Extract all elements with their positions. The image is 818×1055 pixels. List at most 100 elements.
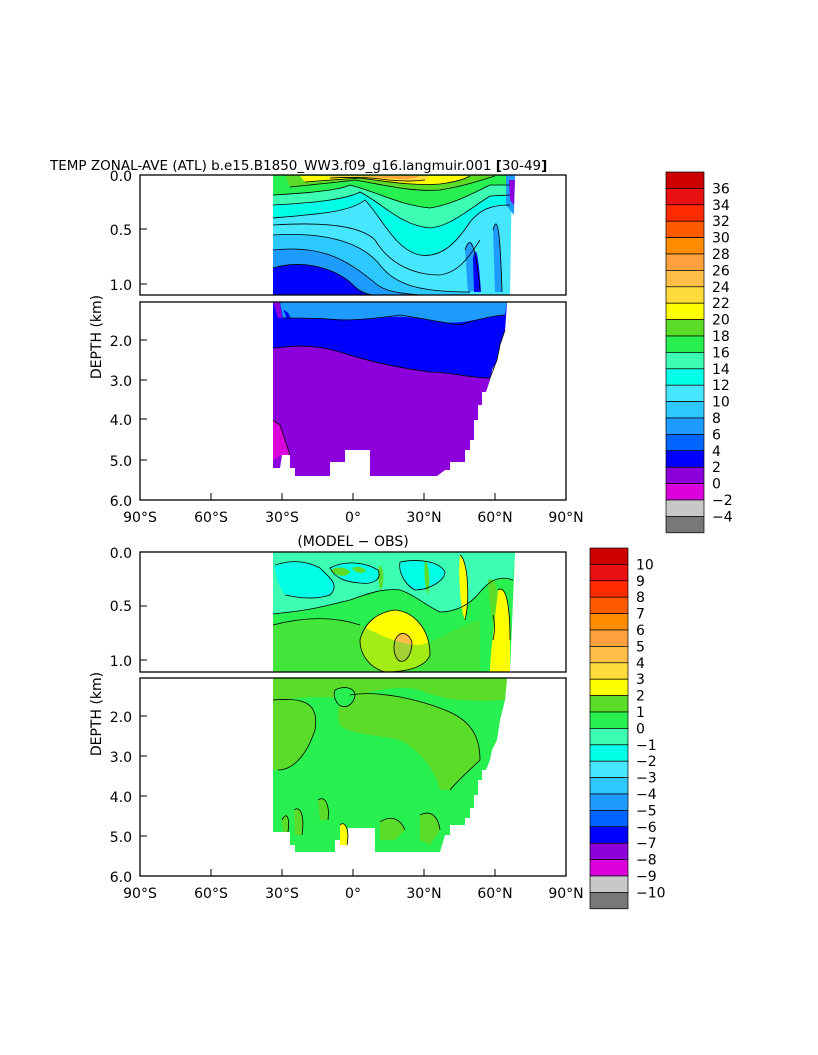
colorbar-tick-label: 8 [712,411,721,427]
colorbar-tick-label: 24 [712,280,730,296]
colorbar-tick-label: 16 [712,345,730,361]
colorbar-swatch [665,352,705,370]
colorbar-tick-label: 2 [636,689,645,705]
colorbar-tick-label: 12 [712,378,730,394]
colorbar-swatch [665,335,705,353]
y-axis-label: DEPTH (km) [89,672,105,756]
colorbar-swatch [665,516,705,534]
x-tick-label: 30°N [406,510,441,526]
colorbar-swatch [589,662,629,680]
colorbar-swatch [589,760,629,778]
colorbar-tick-label: 6 [636,623,645,639]
y-tick-label: 5.0 [110,830,132,846]
colorbar-tick-label: 28 [712,247,730,263]
colorbar-tick-label: 10 [712,395,730,411]
difference-upper-field [272,552,515,672]
y-tick-label: 0.0 [110,169,132,185]
colorbar-tick-label: 7 [636,607,645,623]
y-tick-label: 3.0 [110,750,132,766]
colorbar-swatch [665,237,705,255]
colorbar-tick-label: 10 [636,557,654,573]
colorbar-tick-label: 3 [636,672,645,688]
colorbar-swatch [589,678,629,696]
colorbar-swatch [665,204,705,222]
colorbar-swatch [589,810,629,828]
colorbar-swatch [665,450,705,468]
colorbar-tick-label: 4 [636,656,645,672]
colorbar-swatch [589,695,629,713]
y-axis-label: DEPTH (km) [89,295,105,379]
colorbar-swatch [665,401,705,419]
x-tick-label: 60°S [194,886,228,902]
colorbar-tick-label: 0 [712,477,721,493]
y-tick-label: 1.0 [110,278,132,294]
colorbar-swatch [665,466,705,484]
colorbar-swatch [665,499,705,517]
colorbar-tick-label: 5 [636,639,645,655]
y-tick-label: 0.5 [110,599,132,615]
y-tick-label: 2.0 [110,334,132,350]
x-tick-label: 30°N [406,886,441,902]
difference-upper-frame [139,551,567,673]
temperature-panel: TEMP ZONAL-AVE (ATL) b.e15.B1850_WW3.f09… [49,158,733,534]
colorbar-swatch [589,842,629,860]
colorbar-swatch [589,564,629,582]
colorbar-tick-label: 1 [636,705,645,721]
colorbar-tick-label: 30 [712,231,730,247]
colorbar-tick-label: −7 [636,836,657,852]
y-tick-label: 0.0 [110,546,132,562]
colorbar-swatch [665,302,705,320]
colorbar-tick-label: 8 [636,590,645,606]
colorbar-swatch [589,711,629,729]
colorbar-tick-label: −5 [636,803,657,819]
colorbar-tick-label: −4 [712,509,733,525]
colorbar-tick-label: 34 [712,198,730,214]
colorbar-tick-label: −2 [636,754,657,770]
temperature-lower-field [272,302,507,476]
colorbar-tick-label: −6 [636,820,657,836]
colorbar-tick-label: −8 [636,853,657,869]
colorbar-swatch [665,368,705,386]
y-tick-label: 5.0 [110,454,132,470]
y-tick-label: 2.0 [110,710,132,726]
x-tick-label: 30°S [265,510,299,526]
main-title: TEMP ZONAL-AVE (ATL) b.e15.B1850_WW3.f09… [49,158,547,174]
colorbar-tick-label: −1 [636,738,657,754]
colorbar-swatch [589,613,629,631]
colorbar-swatch [589,793,629,811]
colorbar-tick-label: 22 [712,296,730,312]
colorbar-tick-label: −10 [636,885,666,901]
colorbar-tick-label: 6 [712,427,721,443]
y-tick-label: 3.0 [110,374,132,390]
colorbar-swatch [665,417,705,435]
colorbar-swatch [589,777,629,795]
x-tick-label: 0° [345,510,361,526]
colorbar-swatch [589,596,629,614]
colorbar-swatch [589,859,629,877]
colorbar-tick-label: 20 [712,313,730,329]
colorbar-tick-label: −2 [712,493,733,509]
x-tick-label: 60°S [194,510,228,526]
y-tick-label: 6.0 [110,494,132,510]
difference-lower-field [272,678,507,852]
colorbar-tick-label: 14 [712,362,730,378]
colorbar-swatch [665,188,705,206]
difference-x-axis: 90°S 60°S 30°S 0° 30°N 60°N 90°N [123,869,584,902]
colorbar-swatch [665,286,705,304]
difference-title: (MODEL − OBS) [297,534,408,550]
colorbar-tick-label: 32 [712,214,730,230]
colorbar-swatch [665,434,705,452]
y-tick-label: 4.0 [110,790,132,806]
colorbar-swatch [665,220,705,238]
difference-panel: (MODEL − OBS) [89,534,666,910]
x-tick-label: 90°N [548,510,583,526]
y-tick-label: 6.0 [110,870,132,886]
difference-y-axis: 0.0 0.5 1.0 2.0 3.0 4.0 5.0 6.0 DEPTH (k… [89,546,147,886]
x-tick-label: 30°S [265,886,299,902]
x-tick-label: 0° [345,886,361,902]
colorbar-swatch [665,270,705,288]
colorbar-swatch [589,646,629,664]
y-tick-label: 4.0 [110,413,132,429]
